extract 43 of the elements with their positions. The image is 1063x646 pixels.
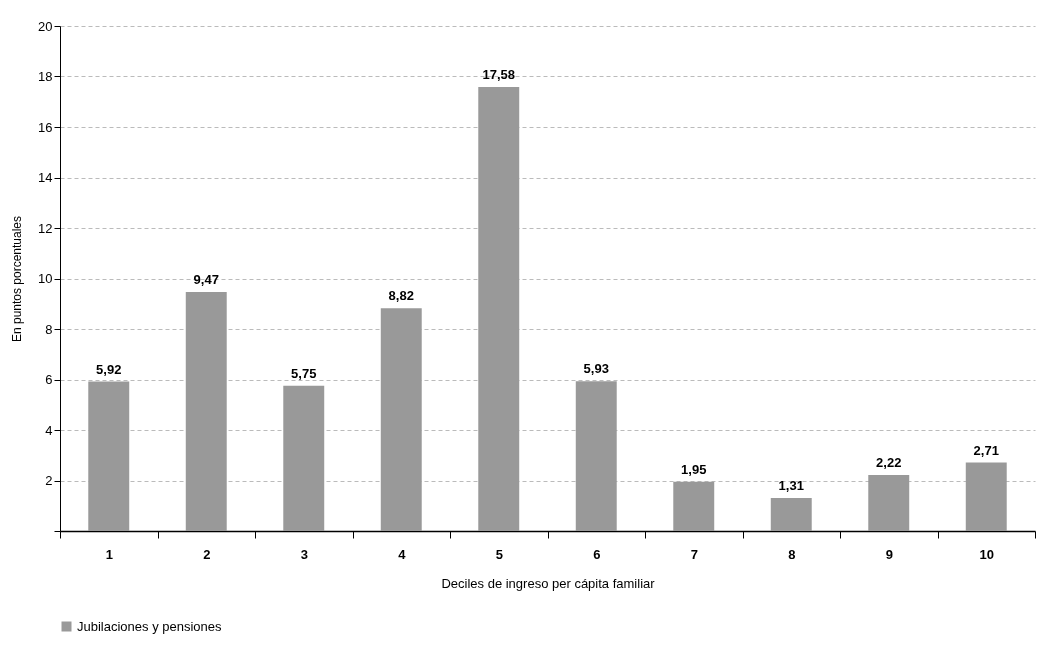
legend-label: Jubilaciones y pensiones	[77, 618, 223, 634]
y-tick-label: 20	[38, 18, 53, 34]
x-tick-label: 9	[885, 546, 893, 562]
x-axis-title: Deciles de ingreso per cápita familiar	[441, 575, 656, 591]
data-label: 1,95	[681, 461, 707, 477]
y-tick-label: 10	[38, 271, 53, 286]
bar	[283, 385, 325, 531]
bar	[575, 381, 617, 531]
bar	[88, 381, 130, 531]
x-tick-label: 10	[979, 546, 994, 562]
data-label: 5,75	[291, 365, 317, 381]
x-tick-label: 4	[398, 546, 407, 562]
x-tick-label: 3	[300, 546, 308, 562]
y-tick-label: 16	[38, 119, 53, 135]
data-label: 5,93	[583, 361, 609, 377]
data-label: 8,82	[388, 288, 414, 304]
bar	[868, 474, 910, 531]
y-tick-label: 6	[45, 372, 53, 387]
bar	[673, 481, 715, 531]
x-tick-label: 7	[690, 546, 698, 562]
bar	[478, 87, 520, 531]
x-tick-label: 6	[593, 546, 601, 562]
bar	[965, 462, 1007, 531]
bar	[380, 308, 422, 531]
y-axis-title: En puntos porcentuales	[10, 215, 25, 343]
x-tick-label: 2	[203, 546, 211, 562]
y-tick-label: 8	[45, 321, 53, 337]
y-tick-label: 18	[38, 69, 53, 84]
data-label: 1,31	[778, 477, 804, 493]
x-tick-label: 1	[105, 546, 113, 562]
y-tick-label: 12	[38, 220, 53, 236]
data-label: 2,22	[876, 454, 902, 470]
data-label: 17,58	[482, 67, 516, 83]
data-label: 9,47	[193, 271, 219, 287]
bar	[185, 291, 227, 531]
data-label: 2,71	[973, 442, 999, 458]
y-tick-label: 14	[38, 170, 53, 185]
x-tick-label: 5	[495, 546, 503, 562]
y-tick-label: 2	[45, 473, 53, 488]
x-tick-label: 8	[788, 546, 796, 562]
data-label: 5,92	[96, 361, 122, 377]
y-tick-label: 4	[45, 422, 53, 438]
bar	[770, 497, 812, 531]
